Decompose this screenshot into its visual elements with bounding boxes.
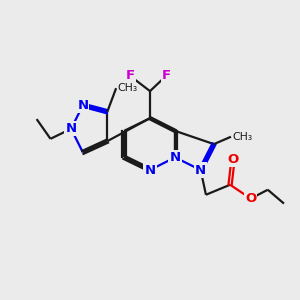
Text: F: F <box>125 69 134 82</box>
Text: O: O <box>245 192 256 205</box>
Text: N: N <box>144 164 156 176</box>
Text: N: N <box>169 151 181 164</box>
Text: N: N <box>195 164 206 176</box>
Text: CH₃: CH₃ <box>232 132 253 142</box>
Text: N: N <box>77 99 88 112</box>
Text: CH₃: CH₃ <box>118 83 138 93</box>
Text: F: F <box>162 69 171 82</box>
Text: O: O <box>227 153 239 166</box>
Text: N: N <box>65 122 77 135</box>
